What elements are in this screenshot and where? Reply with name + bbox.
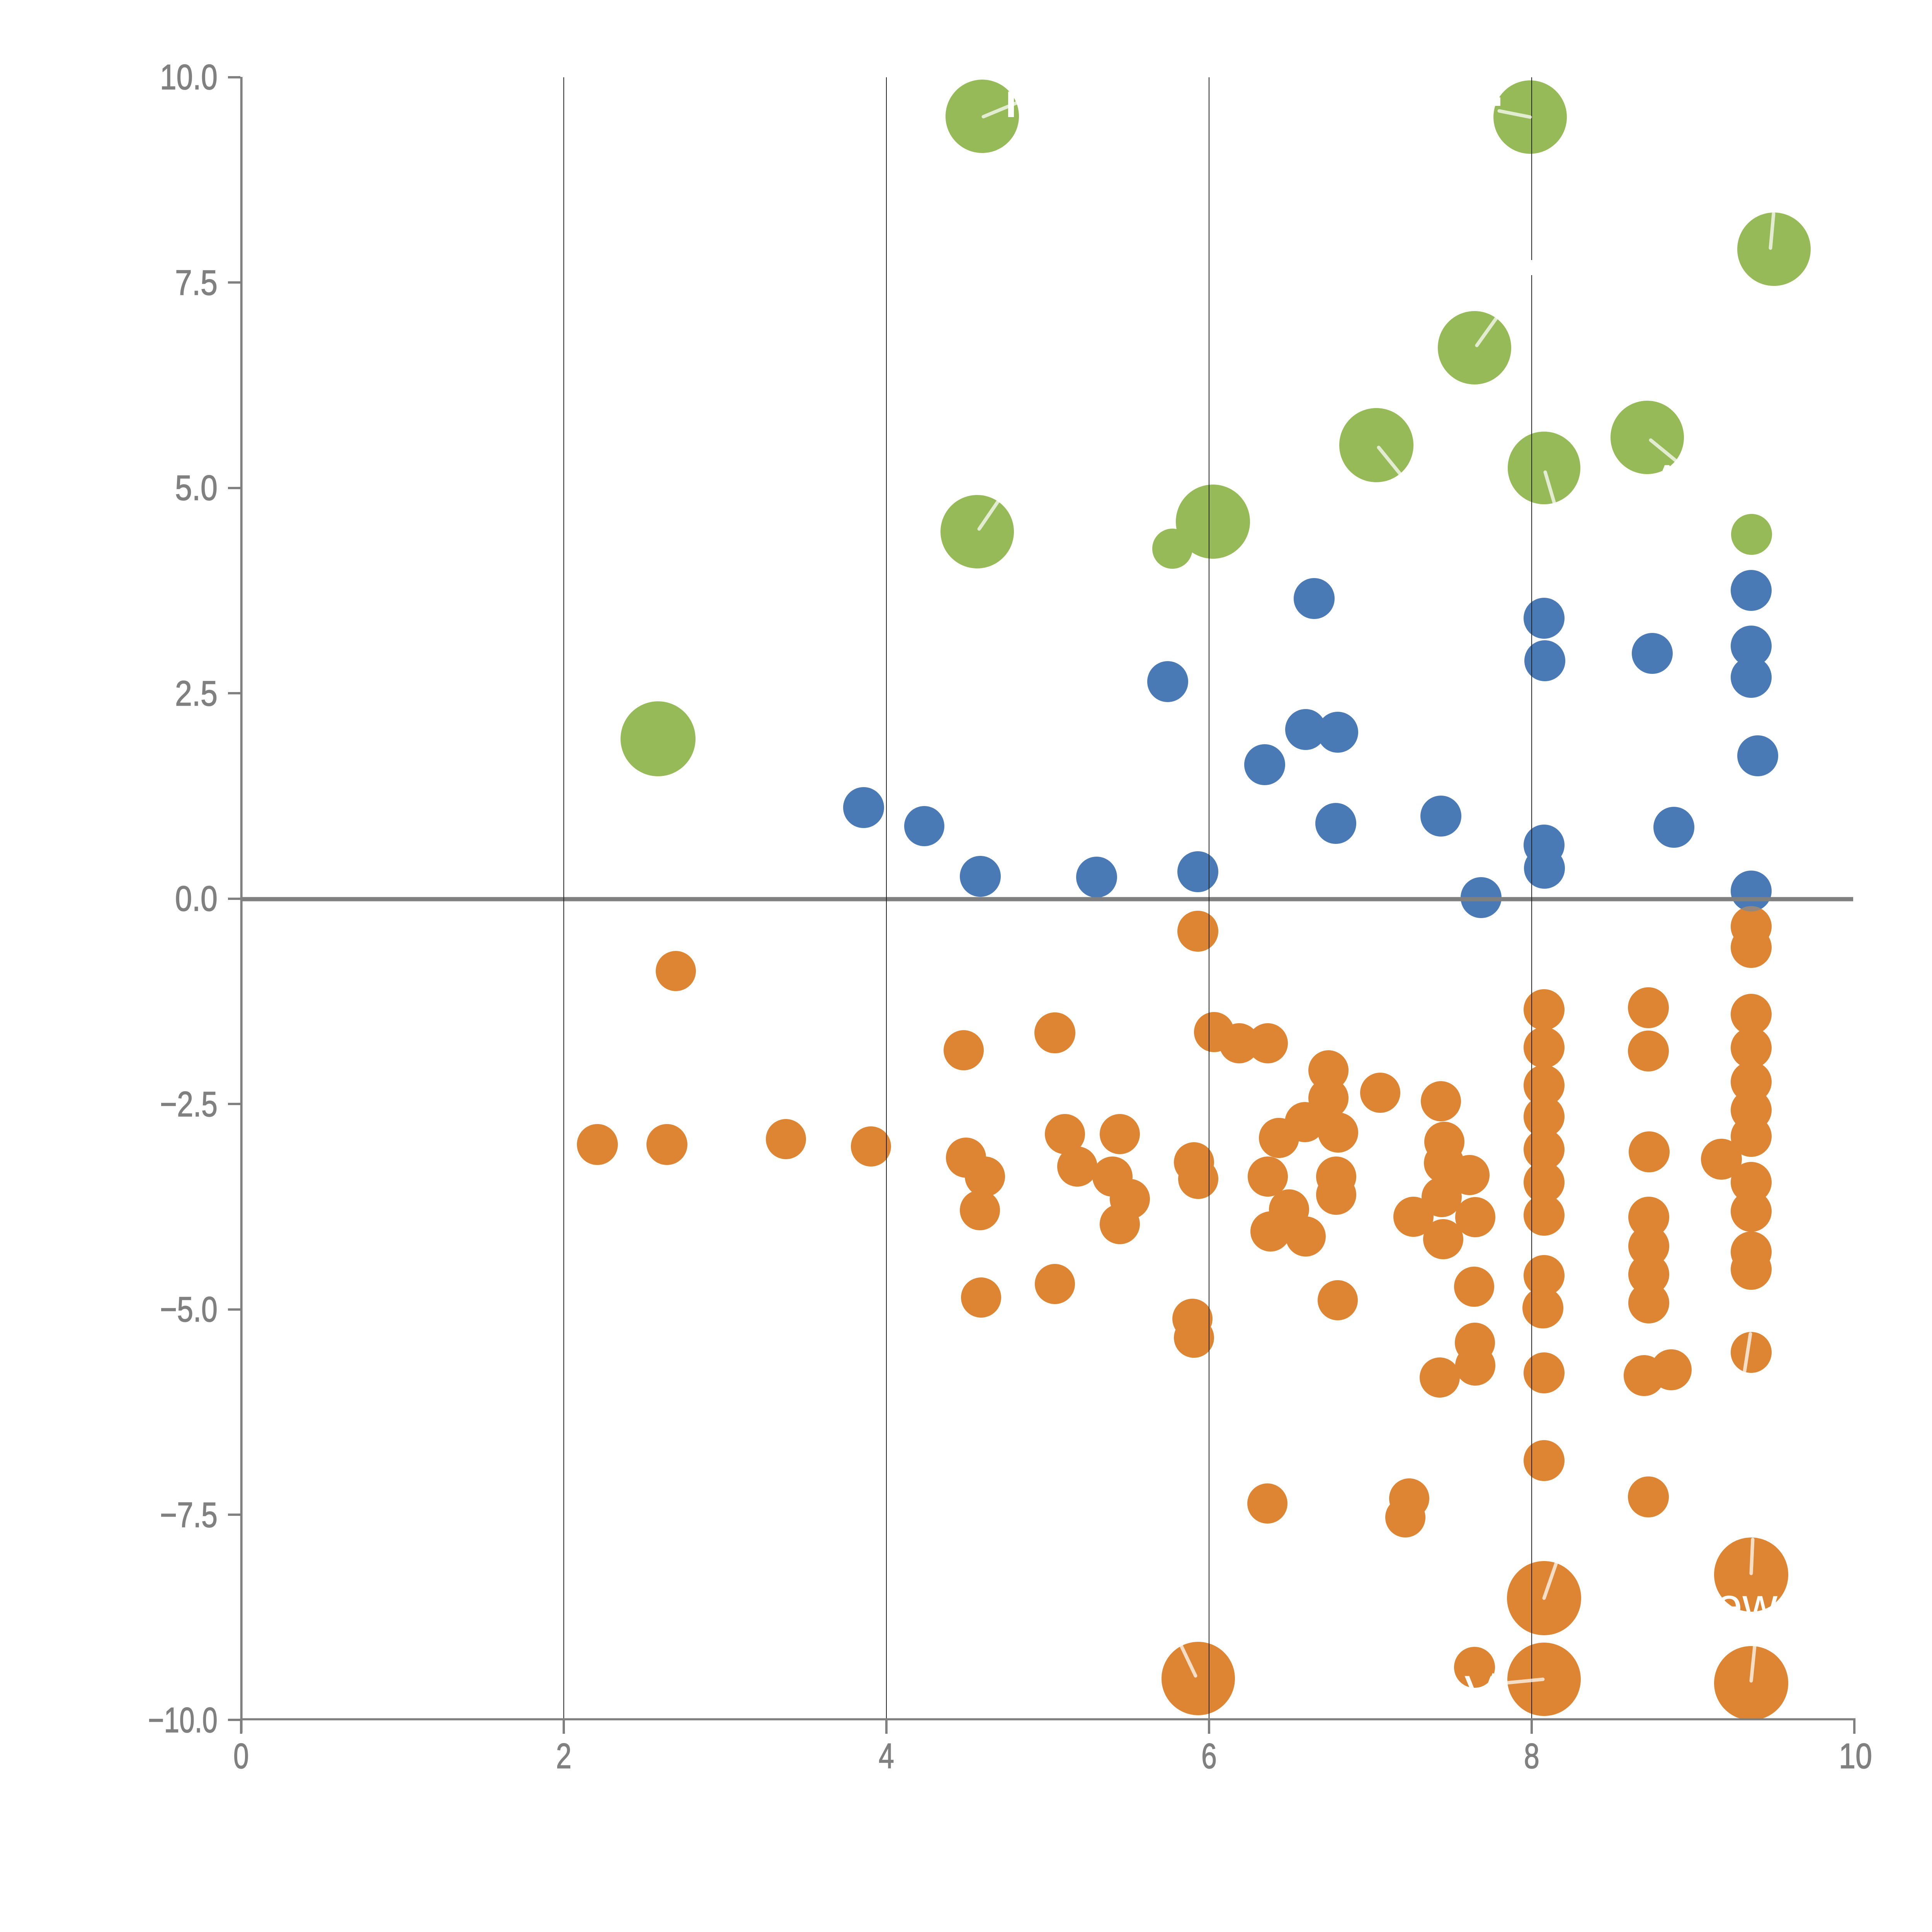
svg-text:4: 4 [879,1736,894,1776]
svg-text:ew: ew [1716,1578,1778,1632]
svg-text:−5.0: −5.0 [160,1290,218,1329]
svg-text:−10.0: −10.0 [148,1701,218,1740]
svg-text:0: 0 [233,1736,249,1776]
svg-text:0.0: 0.0 [175,879,218,918]
svg-text:6: 6 [1201,1736,1217,1776]
svg-text:−2.5: −2.5 [160,1085,218,1124]
svg-text:10.0: 10.0 [160,58,218,97]
svg-text:10: 10 [1839,1736,1872,1776]
svg-text:−7.5: −7.5 [160,1495,218,1535]
svg-text:2.5: 2.5 [175,674,218,713]
svg-text:8: 8 [1524,1736,1539,1776]
svg-text:V: V [1464,1666,1495,1718]
svg-text:2: 2 [556,1736,571,1776]
svg-text:7.5: 7.5 [175,263,218,303]
svg-text:5.0: 5.0 [175,468,218,508]
svg-text:A: A [1653,456,1682,504]
